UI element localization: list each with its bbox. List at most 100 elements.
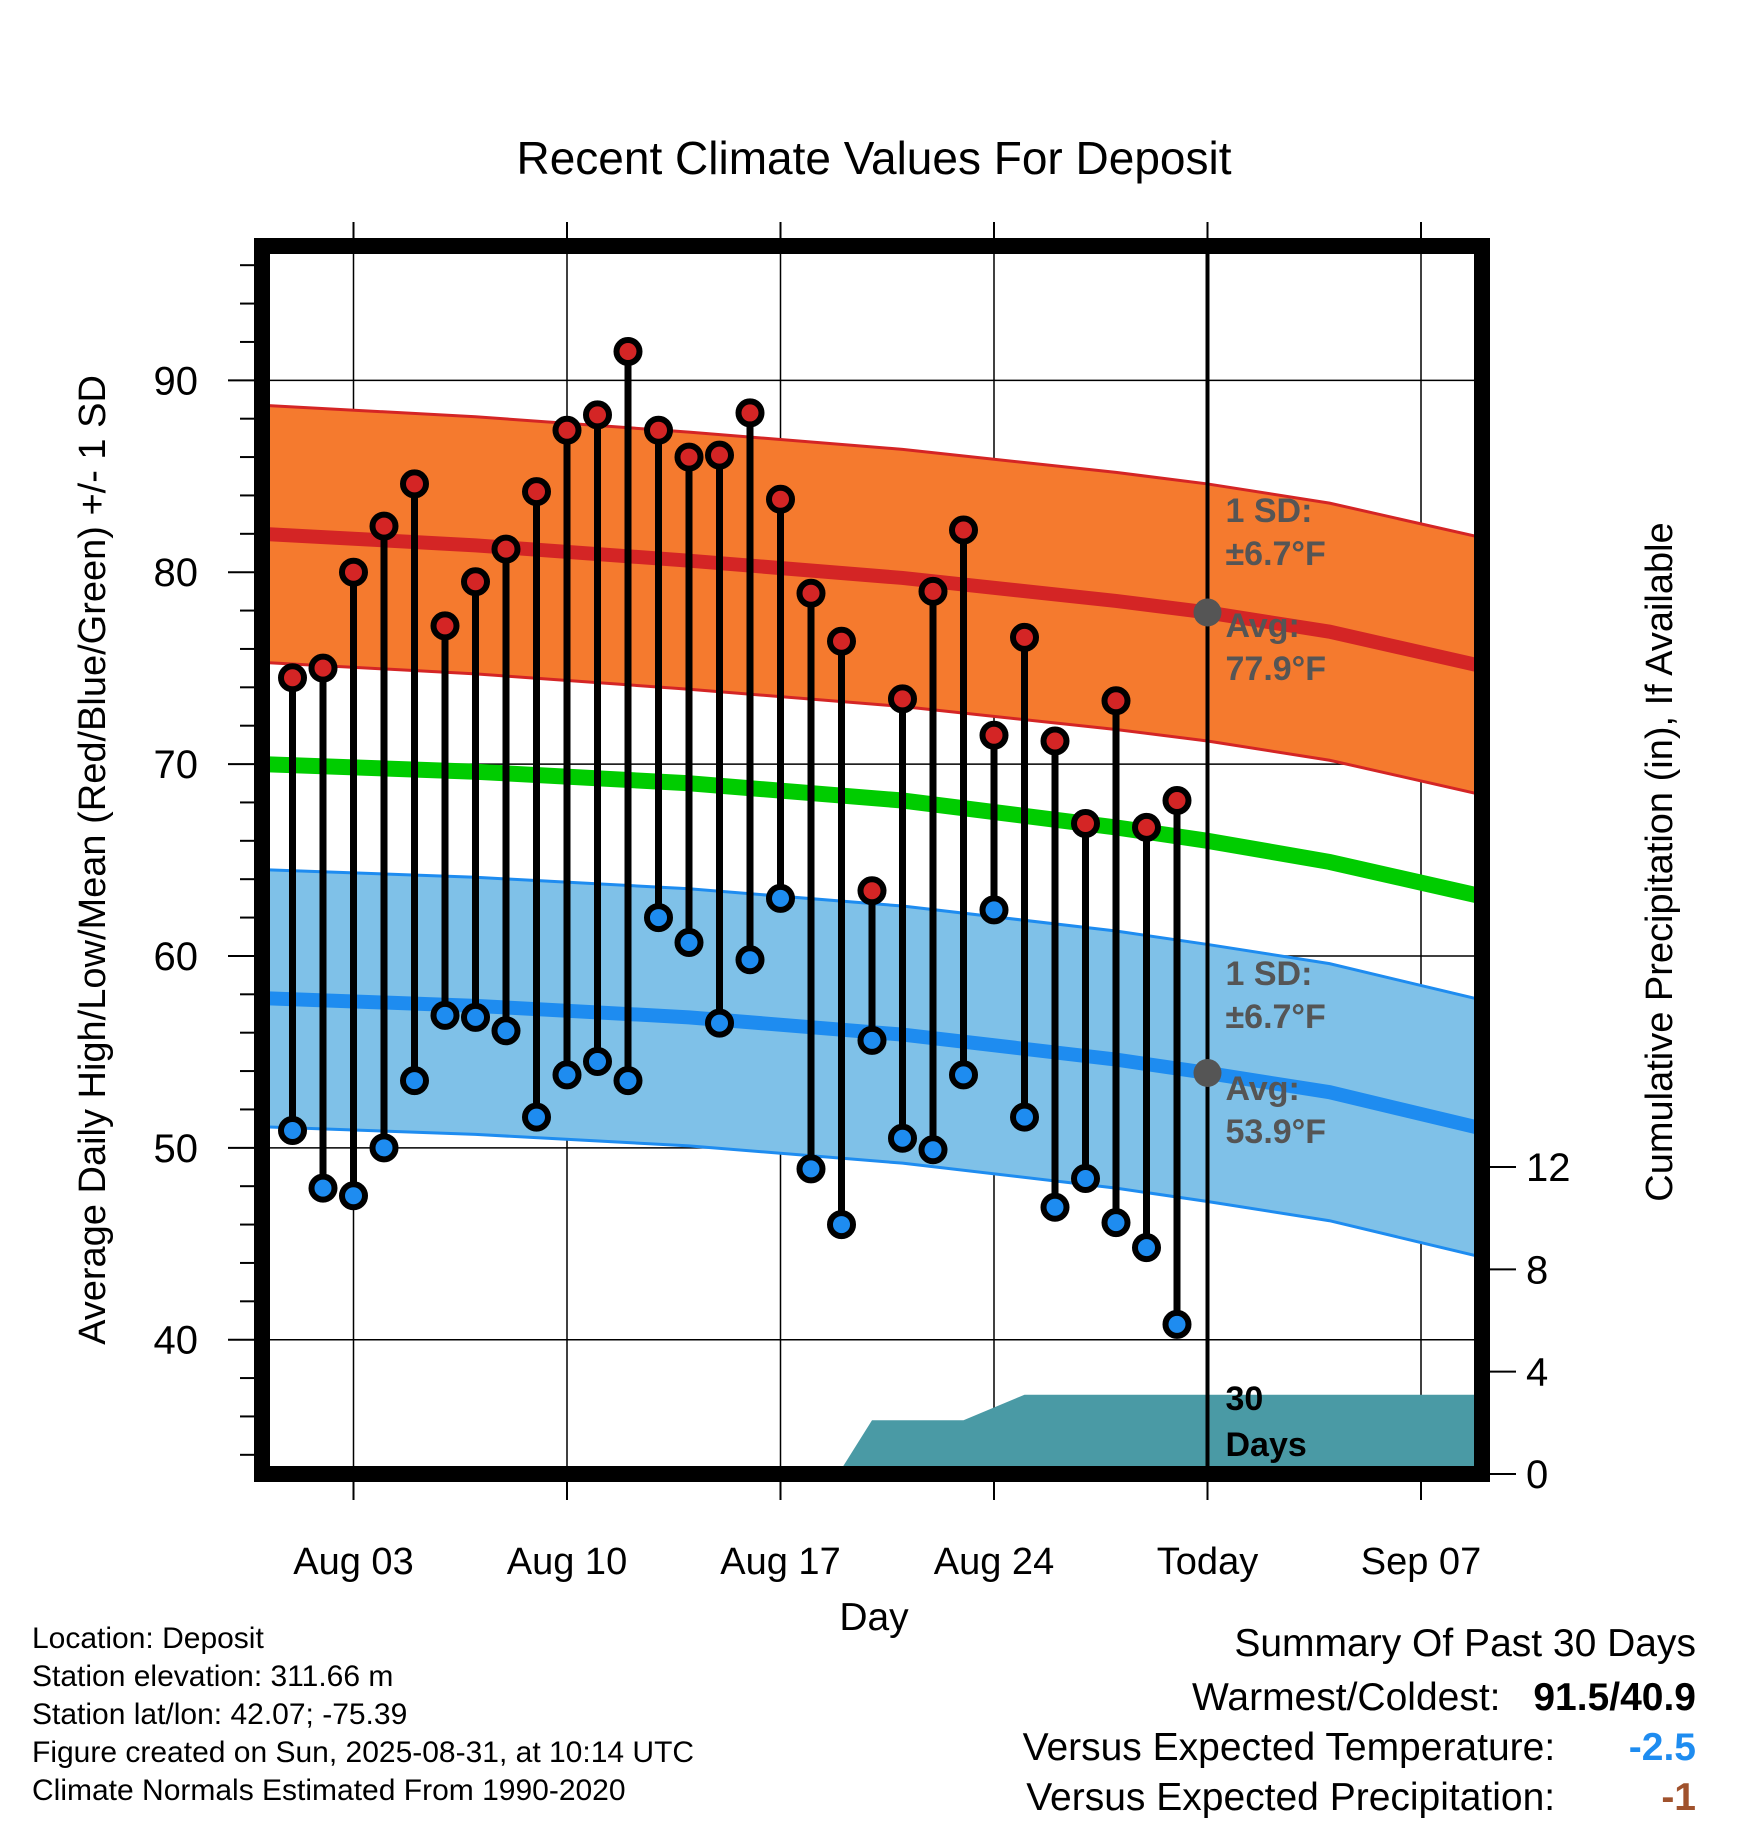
daily-high-point xyxy=(1010,622,1039,652)
today-high-avg-marker xyxy=(1193,598,1222,627)
daily-high-point xyxy=(766,484,795,514)
warm-cold-value: 91.5/40.9 xyxy=(1533,1676,1696,1719)
daily-high-point xyxy=(308,653,338,683)
y2-axis-label: Cumulative Precipitation (in), If Availa… xyxy=(1639,522,1681,1201)
y-tick-label: 60 xyxy=(154,935,199,979)
summary-temp: Versus Expected Temperature: -2.5 xyxy=(1023,1726,1696,1770)
daily-high-point xyxy=(857,876,887,906)
days-window-annotation-line2: Days xyxy=(1226,1426,1307,1464)
daily-high-point xyxy=(918,576,948,606)
daily-low-point xyxy=(583,1046,612,1076)
daily-low-point xyxy=(1071,1164,1100,1194)
temp-value: -2.5 xyxy=(1628,1726,1696,1769)
daily-high-point xyxy=(949,515,978,545)
daily-high-point xyxy=(278,663,307,693)
daily-low-point xyxy=(979,895,1009,925)
daily-high-point xyxy=(735,398,765,428)
high-sd-annotation-line1: 1 SD: xyxy=(1226,492,1313,530)
daily-high-point xyxy=(339,557,368,587)
daily-low-point xyxy=(888,1123,917,1153)
daily-low-point xyxy=(339,1181,368,1211)
daily-high-point xyxy=(888,684,917,714)
daily-low-point xyxy=(278,1116,307,1146)
plot-inner xyxy=(262,246,1482,1474)
precipitation-area xyxy=(628,1394,1482,1474)
daily-low-point xyxy=(644,903,673,933)
daily-low-point xyxy=(400,1066,429,1096)
daily-low-point xyxy=(949,1060,978,1090)
elevation-text: Station elevation: 311.66 m xyxy=(32,1660,394,1693)
high-avg-annotation-line1: Avg: xyxy=(1226,607,1300,645)
x-tick-label: Aug 10 xyxy=(507,1541,627,1583)
daily-high-point xyxy=(1101,686,1131,716)
daily-low-point xyxy=(369,1133,399,1163)
daily-high-point xyxy=(1071,809,1100,839)
daily-low-point xyxy=(705,1008,734,1038)
daily-low-point xyxy=(613,1066,643,1096)
avg-mean-line xyxy=(262,756,1482,905)
daily-low-point xyxy=(1101,1208,1131,1238)
precip-label: Versus Expected Precipitation: xyxy=(1026,1776,1556,1819)
low-avg-annotation-line1: Avg: xyxy=(1226,1070,1300,1108)
y-tick-label: 40 xyxy=(154,1319,199,1363)
daily-low-point xyxy=(461,1002,490,1032)
y2-tick-label: 8 xyxy=(1526,1248,1548,1292)
daily-low-point xyxy=(1162,1309,1192,1339)
daily-high-point xyxy=(1132,812,1161,842)
y2-tick-label: 4 xyxy=(1526,1351,1548,1395)
y2-tick-label: 0 xyxy=(1526,1453,1548,1497)
daily-high-point xyxy=(827,626,856,656)
daily-high-point xyxy=(1162,786,1192,816)
daily-low-point xyxy=(1010,1102,1039,1132)
warm-cold-label: Warmest/Coldest: xyxy=(1192,1676,1501,1719)
high-avg-annotation-line2: 77.9°F xyxy=(1226,650,1327,688)
daily-low-point xyxy=(796,1154,826,1184)
low-band-lower-edge xyxy=(262,1125,1482,1259)
daily-low-point xyxy=(430,1000,460,1030)
high-band-lower-edge xyxy=(262,660,1482,797)
y-tick-label: 80 xyxy=(154,551,199,595)
plot-area: 1 SD: ±6.7°F Avg: 77.9°F 1 SD: ±6.7°F Avg: 53.9… xyxy=(154,222,1571,1583)
daily-high-point xyxy=(461,567,490,597)
days-window-annotation-line1: 30 xyxy=(1226,1380,1264,1418)
daily-high-point xyxy=(613,337,643,367)
daily-low-point xyxy=(674,928,704,958)
low-sd-annotation-line1: 1 SD: xyxy=(1226,955,1313,993)
daily-low-point xyxy=(1132,1233,1161,1263)
daily-high-point xyxy=(644,415,673,445)
daily-high-point xyxy=(369,511,399,541)
daily-high-point xyxy=(522,477,551,507)
chart-title: Recent Climate Values For Deposit xyxy=(517,132,1232,184)
daily-low-point xyxy=(522,1102,551,1132)
summary-precip: Versus Expected Precipitation: -1 xyxy=(1026,1776,1696,1820)
daily-high-point xyxy=(674,442,704,472)
high-sd-annotation-line2: ±6.7°F xyxy=(1226,535,1326,573)
low-avg-annotation-line2: 53.9°F xyxy=(1226,1113,1327,1151)
daily-high-point xyxy=(796,578,826,608)
daily-low-point xyxy=(491,1016,521,1046)
precip-value: -1 xyxy=(1661,1776,1696,1819)
plot-frame xyxy=(254,238,1490,1482)
y-tick-label: 70 xyxy=(154,743,199,787)
low-band-upper-edge xyxy=(262,868,1482,1002)
daily-high-point xyxy=(583,400,612,430)
daily-low-point xyxy=(1040,1192,1070,1222)
daily-low-point xyxy=(735,945,765,975)
daily-high-point xyxy=(400,469,429,499)
daily-high-point xyxy=(491,534,521,564)
daily-low-point xyxy=(308,1173,338,1203)
x-tick-label: Aug 24 xyxy=(934,1541,1054,1583)
daily-high-point xyxy=(979,720,1009,750)
daily-low-point xyxy=(766,883,795,913)
daily-high-point xyxy=(705,440,734,470)
station-info: Location: Deposit Station elevation: 311… xyxy=(32,1620,694,1810)
daily-low-point xyxy=(857,1025,887,1055)
summary-heading: Summary Of Past 30 Days xyxy=(1234,1622,1696,1665)
summary-warm-cold: Warmest/Coldest: 91.5/40.9 xyxy=(1192,1676,1696,1720)
y-tick-label: 90 xyxy=(154,359,199,403)
x-tick-label: Aug 17 xyxy=(720,1541,840,1583)
latlon-text: Station lat/lon: 42.07; -75.39 xyxy=(32,1698,408,1731)
y-axis-label: Average Daily High/Low/Mean (Red/Blue/Gr… xyxy=(72,375,114,1345)
x-tick-label: Aug 03 xyxy=(293,1541,413,1583)
